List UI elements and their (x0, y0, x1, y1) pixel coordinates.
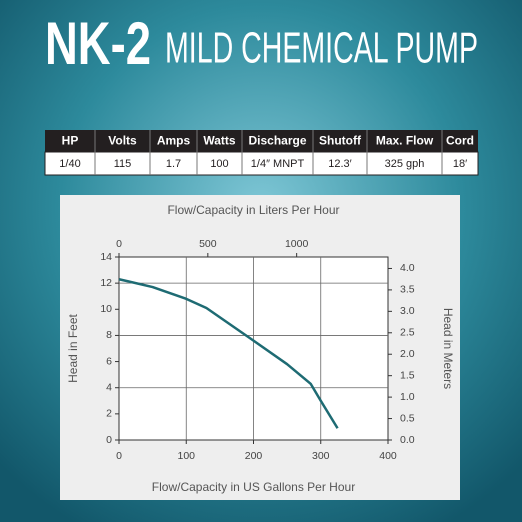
x2-tick-label: 500 (199, 238, 217, 250)
y2-tick-label: 0.5 (400, 412, 415, 424)
curve (118, 278, 339, 429)
x-tick-label: 300 (312, 450, 330, 462)
title: MILD CHEMICAL PUMP (165, 24, 478, 73)
x-tick-label: 0 (116, 450, 122, 462)
y2-tick-label: 1.0 (400, 391, 415, 403)
x-tick-label: 400 (379, 450, 397, 462)
table-header-cell: Discharge (248, 134, 306, 148)
table-header-cell: Shutoff (319, 134, 362, 148)
y2-tick-label: 2.5 (400, 327, 415, 339)
table-header-cell: Amps (157, 134, 191, 148)
table-cell: 1.7 (166, 158, 181, 170)
table-header-cell: Cord (446, 134, 474, 148)
x-tick-label: 100 (177, 450, 195, 462)
chart: 0 100 200 300 400 0 500 1000 0 2 4 6 8 10 12 14 0.0 0.5 1.… (66, 203, 455, 494)
x-tick-label: 200 (245, 450, 263, 462)
table-header-cell: HP (62, 134, 79, 148)
y2-tick-label: 1.5 (400, 369, 415, 381)
y-tick-label: 2 (106, 408, 112, 420)
x-axis-title: Flow/Capacity in US Gallons Per Hour (152, 480, 355, 494)
x2-axis-title: Flow/Capacity in Liters Per Hour (167, 203, 339, 217)
y-tick-label: 0 (106, 434, 112, 446)
table-row-bg (44, 151, 479, 176)
table-cell: 115 (114, 158, 132, 170)
table-cell: 100 (210, 158, 228, 170)
table-cell: 18′ (453, 158, 467, 170)
y2-tick-label: 0.0 (400, 434, 415, 446)
x2-tick-label: 0 (116, 238, 122, 250)
y-tick-label: 14 (100, 251, 112, 263)
table-cell: 1/4″ MNPT (251, 158, 305, 170)
table-cell: 1/40 (59, 158, 80, 170)
table-header-bg (45, 130, 478, 152)
y-tick-label: 8 (106, 329, 112, 341)
y2-tick-label: 3.5 (400, 284, 415, 296)
y2-tick-label: 4.0 (400, 262, 415, 274)
table-header-cell: Max. Flow (376, 134, 434, 148)
table-header-cell: Volts (108, 134, 137, 148)
table-cell: 12.3′ (328, 158, 351, 170)
x2-tick-label: 1000 (285, 238, 309, 250)
y-tick-label: 6 (106, 355, 112, 367)
spec-table: HP 1/40 Volts 115 Amps 1.7 Watts 100 Discharge 1/… (44, 130, 479, 176)
y2-axis-title: Head in Meters (441, 308, 455, 389)
y2-tick-label: 3.0 (400, 305, 415, 317)
model: NK-2 (45, 10, 151, 77)
y-tick-label: 4 (106, 381, 112, 393)
y-tick-label: 10 (100, 303, 112, 315)
table-header-cell: Watts (203, 134, 236, 148)
y-axis-title: Head in Feet (66, 313, 80, 382)
table-cell: 325 gph (385, 158, 425, 170)
y2-tick-label: 2.0 (400, 348, 415, 360)
y-tick-label: 12 (100, 277, 112, 289)
